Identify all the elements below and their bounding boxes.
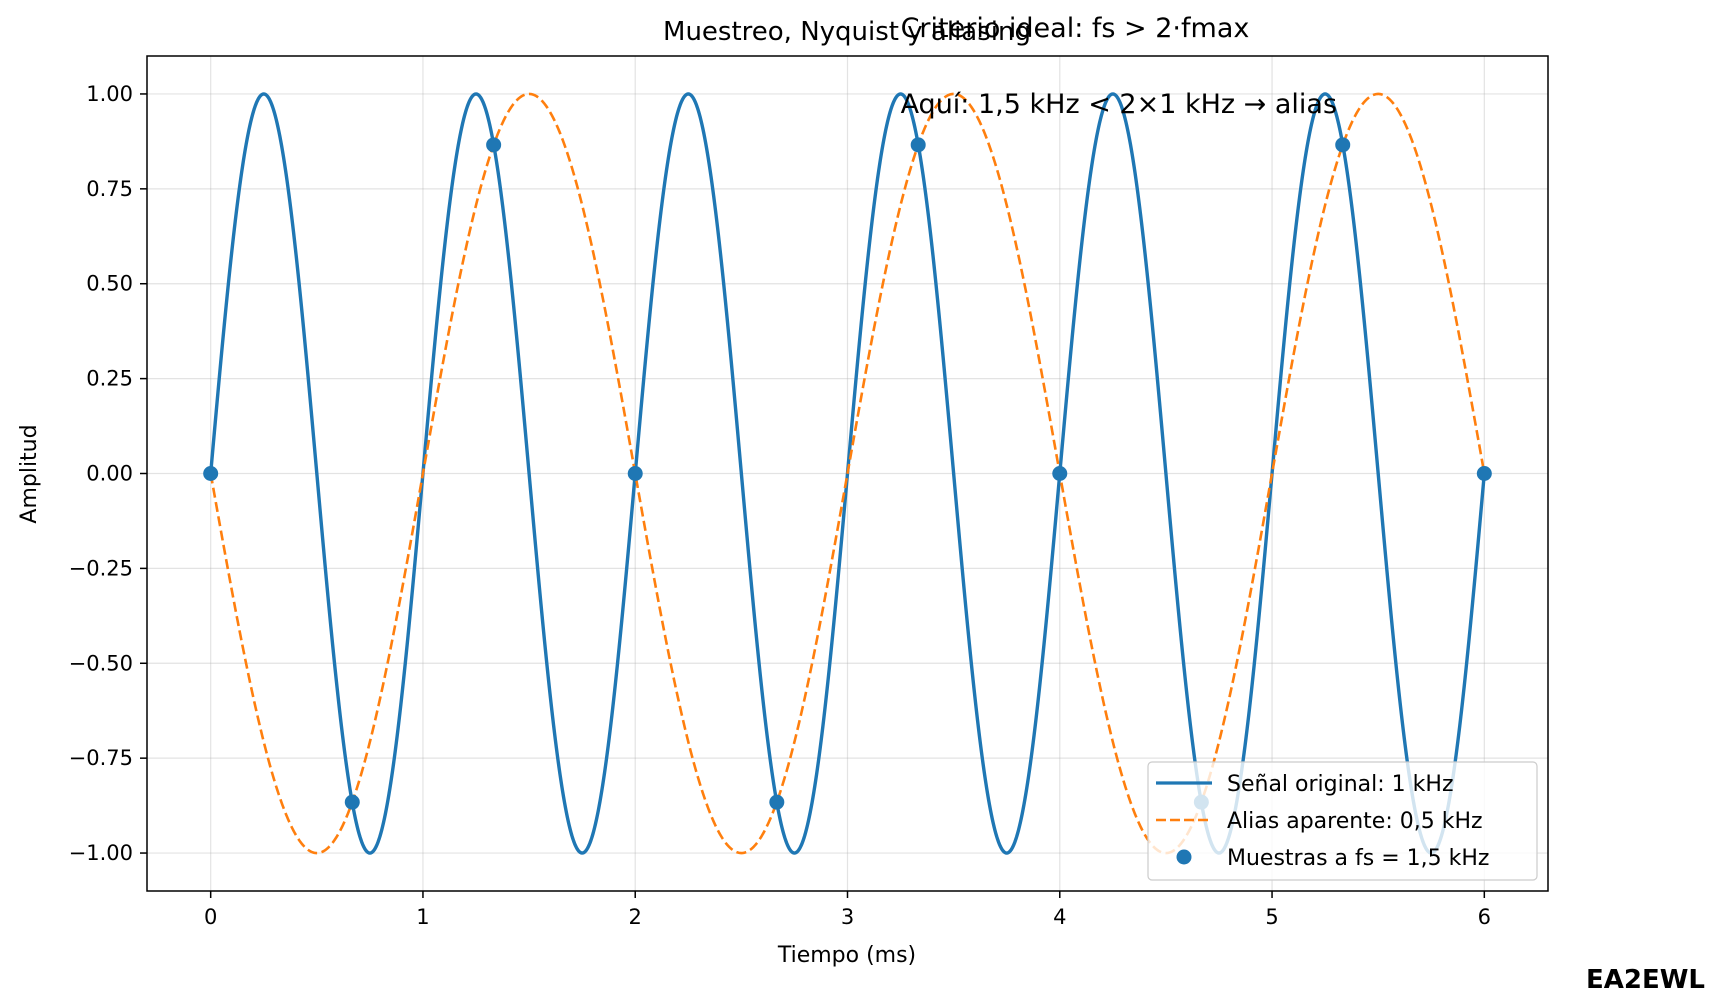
- x-tick-label: 5: [1265, 905, 1278, 929]
- y-axis-label: Amplitud: [17, 424, 42, 523]
- x-tick-label: 6: [1478, 905, 1491, 929]
- plot-area: [203, 92, 1492, 855]
- y-tick-label: 0.25: [86, 367, 133, 391]
- legend-label-alias: Alias aparente: 0,5 kHz: [1227, 809, 1483, 834]
- sample-point: [627, 466, 643, 481]
- y-tick-label: 0.75: [86, 177, 133, 201]
- sample-point: [203, 466, 219, 481]
- annotation-0: Criterio ideal: fs > 2·fmax: [901, 13, 1250, 44]
- x-tick-label: 4: [1053, 905, 1066, 929]
- sample-point: [1476, 466, 1492, 481]
- chart-title: Muestreo, Nyquist y aliasing: [663, 17, 1031, 47]
- y-tick-label: −1.00: [69, 841, 133, 865]
- legend: Señal original: 1 kHz Alias aparente: 0,…: [1147, 761, 1538, 881]
- legend-box: [1147, 761, 1538, 881]
- series-layer: [208, 92, 1487, 855]
- y-tick-label: 0.00: [86, 462, 133, 486]
- x-tick-label: 3: [841, 905, 854, 929]
- sample-point: [486, 137, 502, 153]
- x-axis: 0 1 2 3 4 5 6: [204, 891, 1491, 929]
- y-axis: 1.00 0.75 0.50 0.25 0.00 −0.25 −0.50 −0.75 −1.00: [69, 82, 147, 865]
- x-tick-label: 0: [204, 905, 217, 929]
- y-tick-label: 1.00: [86, 82, 133, 106]
- watermark: EA2EWL: [1586, 965, 1705, 995]
- legend-swatch-samples: [1176, 849, 1192, 865]
- x-tick-label: 2: [629, 905, 642, 929]
- y-tick-label: −0.25: [69, 556, 133, 580]
- sample-point: [910, 137, 926, 153]
- annotations: Criterio ideal: fs > 2·fmax Aquí: 1,5 kHz…: [901, 13, 1337, 120]
- grid: [147, 56, 1548, 891]
- x-tick-label: 1: [416, 905, 429, 929]
- y-tick-label: 0.50: [86, 272, 133, 296]
- y-tick-label: −0.75: [69, 746, 133, 770]
- sample-point: [1335, 137, 1351, 153]
- annotation-1: Aquí: 1,5 kHz < 2×1 kHz → alias: [901, 89, 1337, 120]
- sample-point: [769, 794, 785, 810]
- series-line-1: [209, 92, 1486, 855]
- sample-point: [1052, 466, 1068, 481]
- y-tick-label: −0.50: [69, 651, 133, 675]
- x-axis-label: Tiempo (ms): [777, 943, 916, 968]
- sample-point: [344, 794, 360, 810]
- legend-label-original: Señal original: 1 kHz: [1227, 772, 1454, 797]
- legend-label-samples: Muestras a fs = 1,5 kHz: [1227, 846, 1489, 871]
